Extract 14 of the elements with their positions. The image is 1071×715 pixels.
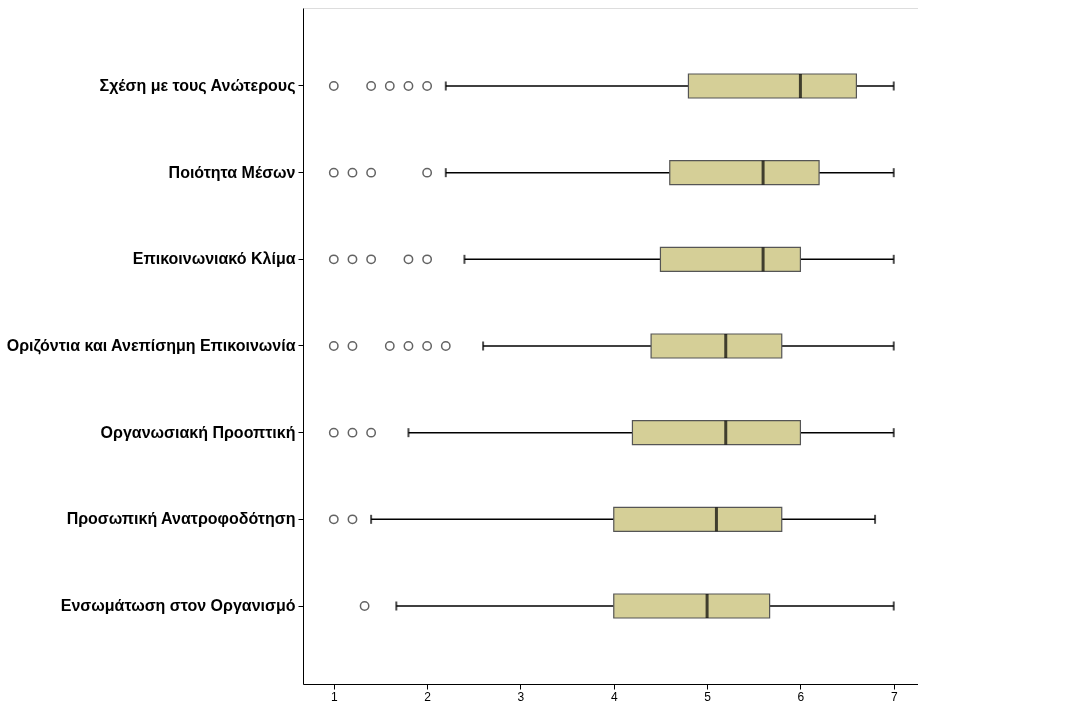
y-tick-label: Ποιότητα Μέσων xyxy=(168,163,296,181)
y-tick-label: Ενσωμάτωση στον Οργανισμό xyxy=(60,597,296,614)
y-tick-label: Επικοινωνιακό Κλίμα xyxy=(132,250,296,268)
x-tick-label: 1 xyxy=(330,689,338,704)
x-tick-label: 7 xyxy=(890,689,898,704)
y-tick-label: Οριζόντια και Ανεπίσημη Επικοινωνία xyxy=(6,337,296,355)
x-tick-label: 3 xyxy=(517,689,525,704)
x-tick-label: 4 xyxy=(610,689,618,704)
y-tick-label: Σχέση με τους Ανώτερους xyxy=(99,77,296,95)
y-tick-label: Οργανωσιακή Προοπτική xyxy=(100,423,296,441)
y-tick-label: Προσωπική Ανατροφοδότηση xyxy=(66,510,296,528)
x-tick-label: 2 xyxy=(424,689,432,704)
x-tick-label: 6 xyxy=(797,689,805,704)
x-tick-label: 5 xyxy=(704,689,712,704)
